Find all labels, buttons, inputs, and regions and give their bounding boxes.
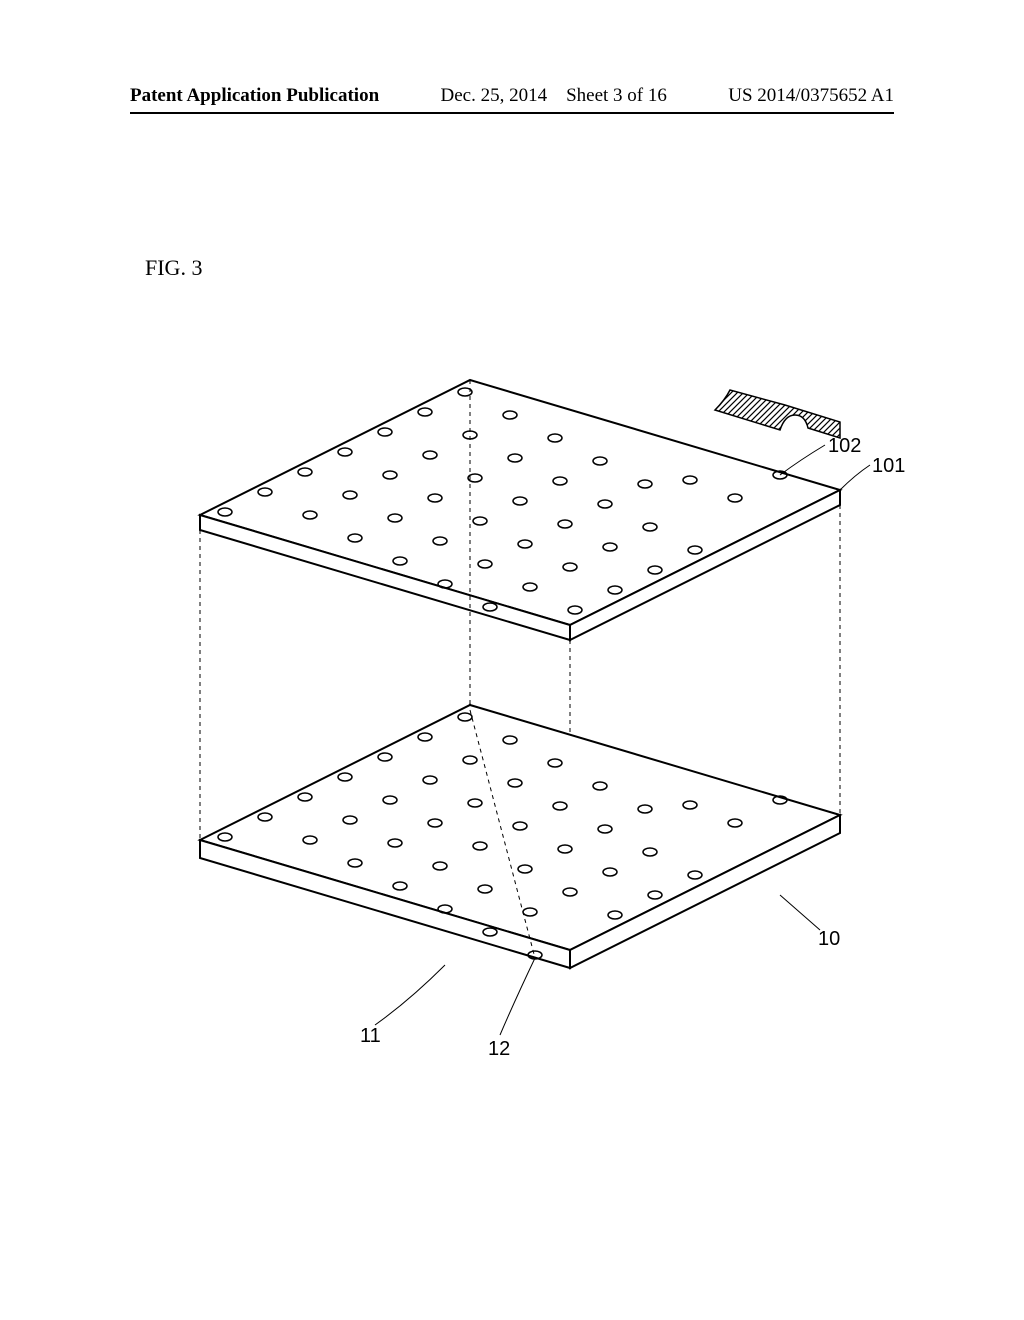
page-header: Patent Application Publication Dec. 25, … (0, 85, 1024, 107)
header-rule (130, 112, 894, 114)
top-plate (200, 380, 840, 640)
figure-label: FIG. 3 (145, 255, 202, 281)
header-sheet: Sheet 3 of 16 (566, 85, 667, 106)
header-center: Dec. 25, 2014 Sheet 3 of 16 (441, 85, 667, 107)
ref-11: 11 (360, 1025, 381, 1048)
ref-10: 10 (818, 928, 840, 951)
ref-12: 12 (488, 1038, 510, 1061)
ref-102: 102 (828, 435, 861, 458)
header-patent-number: US 2014/0375652 A1 (728, 85, 894, 107)
bottom-plate (200, 705, 840, 968)
figure-diagram (160, 340, 880, 1040)
header-date: Dec. 25, 2014 (441, 85, 548, 106)
ref-101: 101 (872, 455, 905, 478)
header-publication: Patent Application Publication (130, 85, 379, 107)
isometric-diagram (160, 340, 880, 1040)
